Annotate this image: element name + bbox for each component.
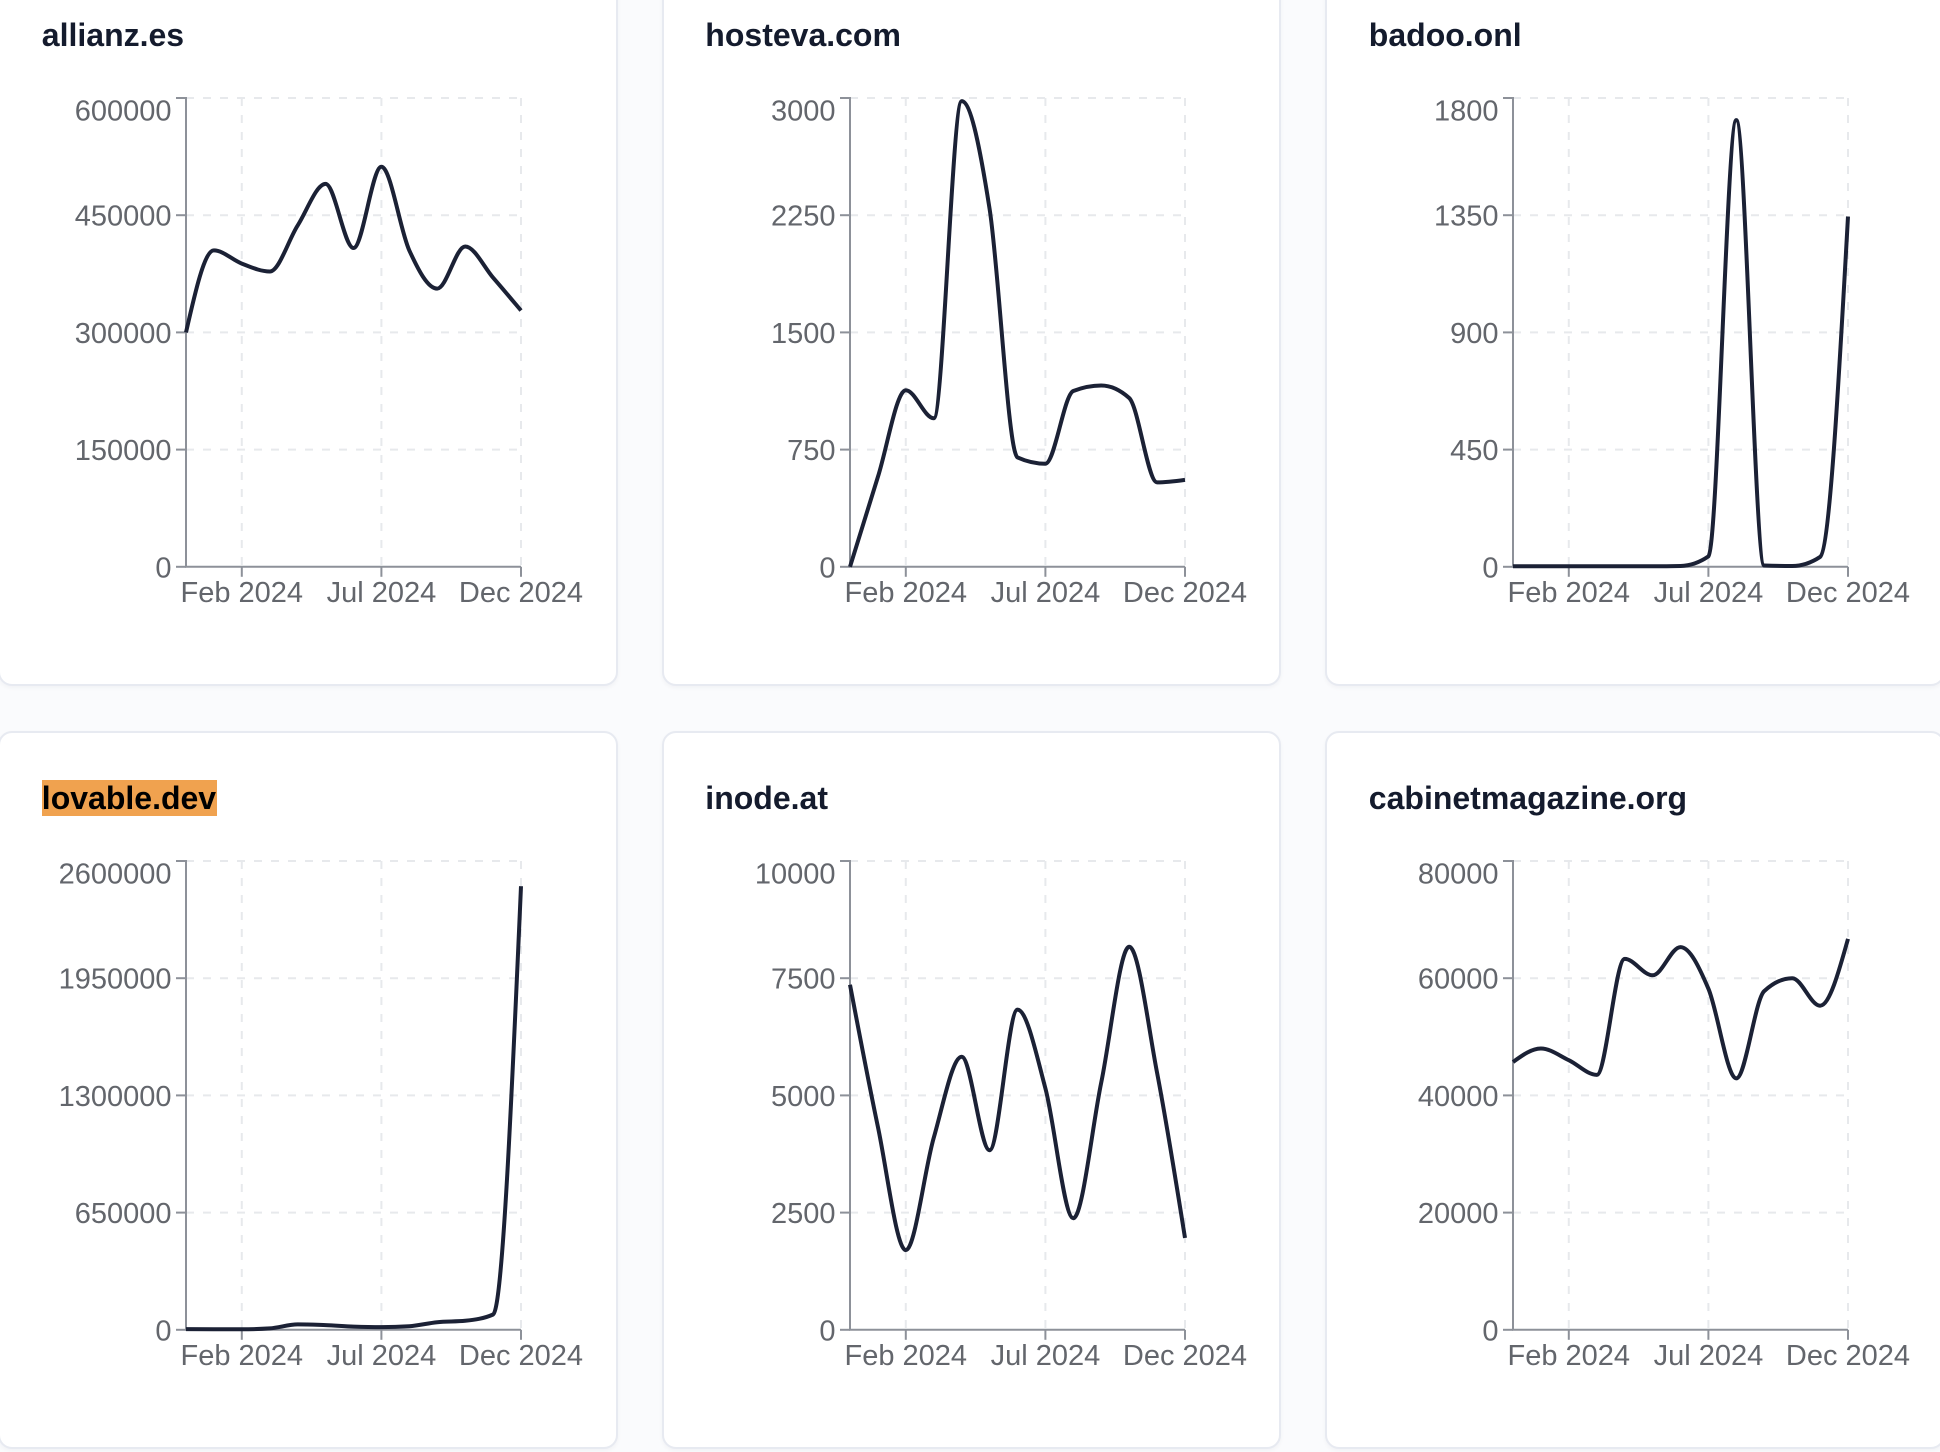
svg-text:Dec 2024: Dec 2024: [459, 1340, 583, 1372]
svg-text:1950000: 1950000: [59, 964, 172, 996]
svg-text:Dec 2024: Dec 2024: [1122, 577, 1246, 609]
svg-text:3000: 3000: [770, 95, 835, 127]
svg-text:650000: 650000: [75, 1198, 172, 1230]
svg-text:2500: 2500: [770, 1198, 835, 1230]
svg-text:Dec 2024: Dec 2024: [1786, 1340, 1910, 1372]
svg-text:1800: 1800: [1434, 95, 1499, 127]
svg-text:1500: 1500: [770, 317, 835, 349]
svg-text:750: 750: [787, 435, 835, 467]
svg-text:0: 0: [155, 1315, 171, 1347]
svg-text:1350: 1350: [1434, 200, 1499, 232]
svg-text:150000: 150000: [75, 435, 172, 467]
svg-text:0: 0: [819, 552, 835, 584]
svg-text:20000: 20000: [1418, 1198, 1499, 1230]
svg-text:Feb 2024: Feb 2024: [1508, 577, 1631, 609]
svg-text:2600000: 2600000: [59, 859, 172, 891]
svg-text:Dec 2024: Dec 2024: [1786, 577, 1910, 609]
svg-text:1300000: 1300000: [59, 1081, 172, 1113]
svg-text:300000: 300000: [75, 317, 172, 349]
svg-text:Feb 2024: Feb 2024: [181, 1340, 304, 1372]
svg-text:Dec 2024: Dec 2024: [459, 577, 583, 609]
svg-text:450: 450: [1450, 435, 1498, 467]
svg-text:2250: 2250: [770, 200, 835, 232]
svg-text:7500: 7500: [770, 964, 835, 996]
svg-text:10000: 10000: [754, 859, 835, 891]
svg-text:Feb 2024: Feb 2024: [181, 577, 304, 609]
svg-text:0: 0: [1482, 552, 1498, 584]
svg-text:0: 0: [1482, 1315, 1498, 1347]
svg-text:Jul 2024: Jul 2024: [327, 577, 437, 609]
svg-text:Jul 2024: Jul 2024: [990, 1340, 1100, 1372]
svg-text:Jul 2024: Jul 2024: [1654, 1340, 1764, 1372]
svg-text:Feb 2024: Feb 2024: [844, 577, 967, 609]
svg-text:0: 0: [155, 552, 171, 584]
svg-text:Dec 2024: Dec 2024: [1122, 1340, 1246, 1372]
svg-text:Jul 2024: Jul 2024: [990, 577, 1100, 609]
svg-text:450000: 450000: [75, 200, 172, 232]
svg-text:80000: 80000: [1418, 859, 1499, 891]
svg-text:900: 900: [1450, 317, 1498, 349]
svg-text:Jul 2024: Jul 2024: [327, 1340, 437, 1372]
svg-text:0: 0: [819, 1315, 835, 1347]
svg-text:Feb 2024: Feb 2024: [844, 1340, 967, 1372]
svg-text:600000: 600000: [75, 95, 172, 127]
svg-text:Jul 2024: Jul 2024: [1654, 577, 1764, 609]
svg-text:40000: 40000: [1418, 1081, 1499, 1113]
svg-text:5000: 5000: [770, 1081, 835, 1113]
svg-text:60000: 60000: [1418, 964, 1499, 996]
svg-text:Feb 2024: Feb 2024: [1508, 1340, 1631, 1372]
